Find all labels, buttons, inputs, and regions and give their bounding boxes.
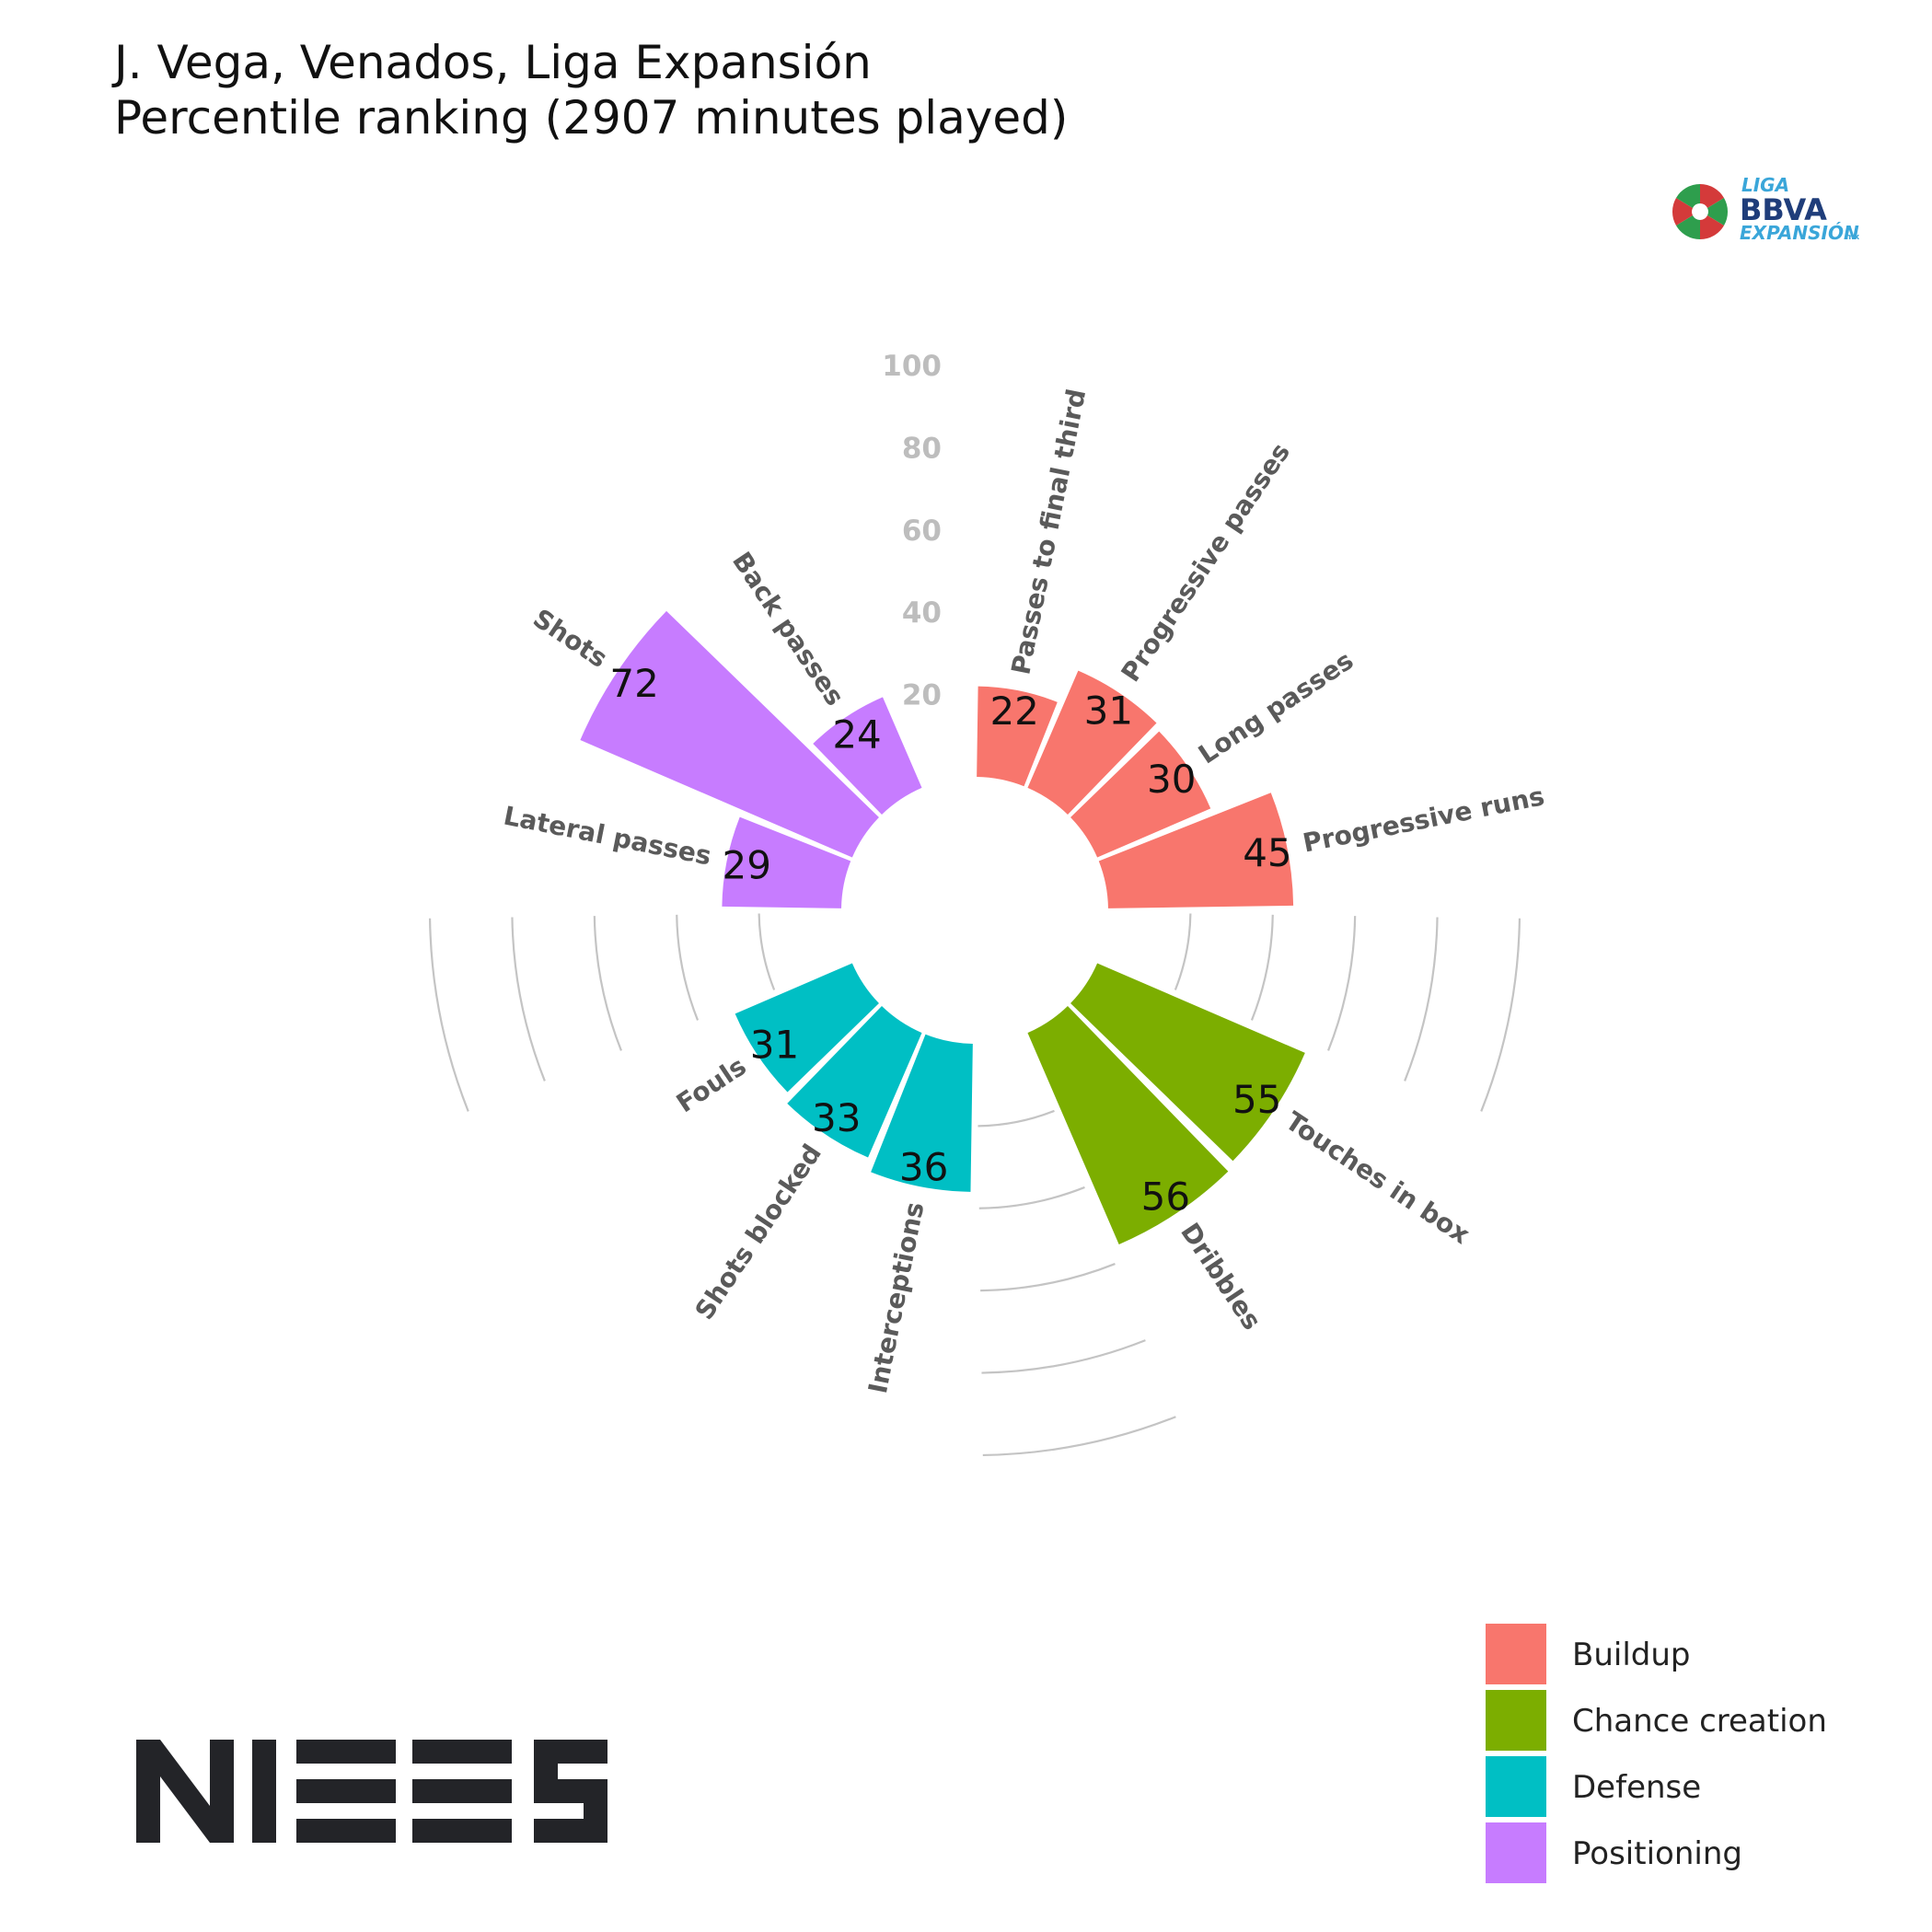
radial-tick-label: 60: [902, 515, 942, 548]
brand-logo: [136, 1740, 607, 1843]
bar: [1070, 963, 1305, 1162]
grid-arc: [676, 914, 700, 1021]
legend-swatch: [1486, 1690, 1546, 1751]
value-label: 31: [1084, 688, 1133, 734]
radial-tick-label: 100: [882, 350, 942, 383]
bar: [1098, 792, 1294, 908]
value-label: 45: [1243, 830, 1291, 875]
legend-swatch: [1486, 1624, 1546, 1684]
grid-arc: [428, 918, 469, 1112]
title-line-2: Percentile ranking (2907 minutes played): [114, 91, 1069, 145]
category-label: Dribbles: [1174, 1218, 1267, 1336]
title-line-1: J. Vega, Venados, Liga Expansión: [114, 36, 872, 89]
category-label: Passes to final third: [1005, 387, 1092, 677]
legend-swatch: [1486, 1756, 1546, 1817]
grid-arc: [978, 1109, 1055, 1128]
legend: Buildup Chance creation Defense Positioning: [1486, 1624, 1827, 1883]
value-label: 29: [722, 843, 770, 888]
category-label: Back passes: [726, 547, 850, 711]
bar: [787, 1006, 922, 1158]
value-label: 31: [750, 1022, 799, 1067]
bar: [813, 697, 922, 815]
bar: [1027, 1006, 1229, 1244]
bar: [977, 686, 1058, 787]
bar: [580, 610, 879, 858]
grid-arc: [1174, 913, 1192, 990]
bar: [871, 1034, 973, 1192]
grid-arc: [1480, 918, 1521, 1112]
category-label: Long passes: [1193, 645, 1359, 770]
grid-arc: [758, 913, 776, 990]
league-logo-suffix: mx: [1845, 233, 1859, 242]
league-logo-line-2: BBVA: [1740, 192, 1827, 227]
grid-arc: [1327, 916, 1357, 1051]
grid-layer: [428, 913, 1521, 1457]
chart-title: J. Vega, Venados, Liga Expansión Percent…: [114, 35, 1068, 145]
category-label: Shots: [527, 603, 613, 674]
league-logo-emblem: [1672, 184, 1729, 239]
value-label: 36: [899, 1144, 948, 1189]
value-labels: 22 31 30 45 55 56 36 33 31 29 72 24: [609, 661, 1291, 1220]
league-logo-line-1: LIGA: [1741, 174, 1789, 196]
legend-swatch: [1486, 1822, 1546, 1883]
league-logo: LIGA BBVA EXPANSIÓN mx: [1672, 174, 1859, 244]
radial-ticks: 20 40 60 80 100: [882, 350, 942, 712]
category-label: Shots blocked: [688, 1139, 827, 1325]
bar: [735, 963, 879, 1093]
grid-arc: [978, 1186, 1085, 1209]
value-label: 56: [1141, 1174, 1190, 1219]
grid-arc: [593, 916, 622, 1051]
radial-tick-label: 40: [902, 596, 942, 630]
value-label: 22: [989, 688, 1038, 734]
value-label: 30: [1147, 757, 1196, 802]
bar: [1070, 731, 1211, 858]
grid-arc: [1250, 914, 1274, 1021]
value-label: 24: [832, 712, 881, 758]
bar: [722, 816, 851, 908]
grid-arc: [980, 1263, 1116, 1292]
value-label: 72: [609, 661, 658, 706]
grid-arc: [982, 1416, 1176, 1457]
category-labels: Passes to final third Progressive passesL…: [501, 387, 1546, 1396]
radial-tick-label: 80: [902, 432, 942, 465]
legend-label: Chance creation: [1572, 1703, 1827, 1740]
radial-tick-label: 20: [902, 679, 942, 712]
category-label: Progressive passes: [1116, 437, 1296, 687]
grid-arc: [981, 1339, 1146, 1374]
category-label: Fouls: [671, 1051, 752, 1119]
category-label: Progressive runs: [1301, 781, 1547, 858]
category-label: Touches in box: [1280, 1105, 1475, 1250]
value-label: 55: [1232, 1077, 1281, 1122]
grid-arc: [1404, 917, 1439, 1082]
legend-label: Buildup: [1572, 1637, 1690, 1673]
legend-label: Defense: [1572, 1769, 1701, 1806]
value-label: 33: [812, 1095, 861, 1140]
category-label: Lateral passes: [501, 801, 713, 872]
grid-arc: [511, 917, 546, 1082]
bars-layer: [580, 610, 1305, 1244]
category-label: Interceptions: [862, 1199, 931, 1395]
legend-label: Positioning: [1572, 1835, 1742, 1872]
league-logo-line-3: EXPANSIÓN: [1740, 222, 1859, 244]
bar: [1027, 670, 1157, 815]
